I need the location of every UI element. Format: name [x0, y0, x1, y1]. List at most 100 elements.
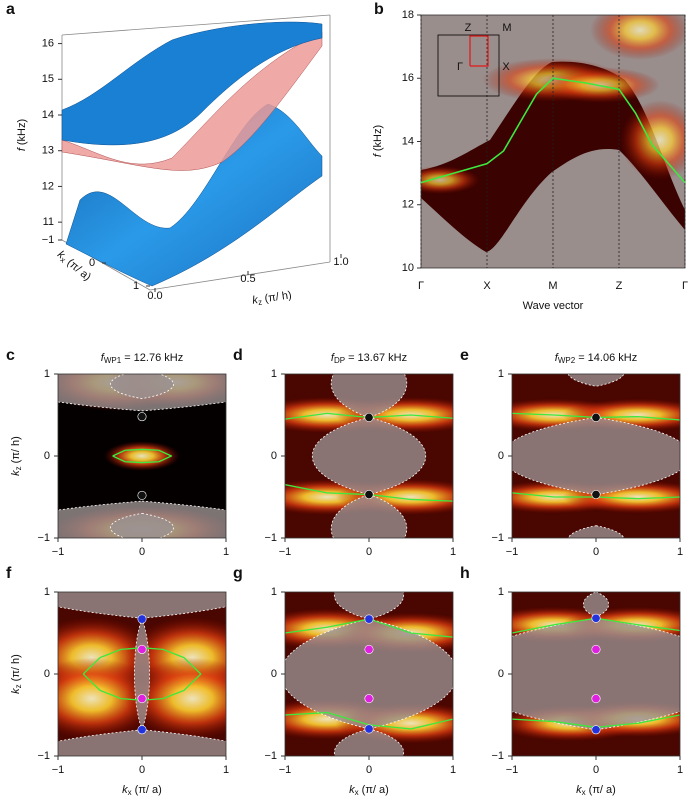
- x-axis-label-symbol: k: [349, 784, 355, 796]
- panel-label: c: [6, 347, 15, 364]
- x-axis-label-subscript: x: [582, 788, 586, 797]
- panel-label: g: [233, 565, 243, 582]
- panel-label: a: [6, 1, 15, 18]
- y-tick-label: 1: [271, 368, 277, 380]
- y-axis-label-symbol: k: [252, 294, 260, 307]
- x-axis-label-symbol: k: [122, 784, 128, 796]
- node-point: [364, 490, 374, 500]
- x-tick-label: 0: [366, 546, 372, 558]
- node-point: [591, 490, 601, 500]
- x-tick-label: 1: [450, 546, 456, 558]
- gray-region: [567, 525, 625, 538]
- y-tick-label: −1: [491, 750, 504, 762]
- gray-region: [330, 494, 408, 538]
- x-tick-label: −1: [52, 546, 65, 558]
- panel-title-subscript: DP: [334, 356, 345, 365]
- x-axis-label: kx(π/ a): [349, 784, 389, 797]
- y-tick-label: 0.5: [240, 273, 255, 285]
- x-tick-label: 0: [89, 257, 95, 269]
- x-tick-label: 0: [593, 546, 599, 558]
- x-axis-label-subscript: x: [128, 788, 132, 797]
- node-point: [364, 694, 374, 704]
- y-tick-label: 1: [44, 368, 50, 380]
- y-tick-label: −1: [264, 532, 277, 544]
- intensity-blob: [104, 441, 180, 471]
- panel-title-symbol: f: [555, 352, 559, 364]
- y-tick-label: −1: [491, 532, 504, 544]
- heatmap: [512, 592, 680, 756]
- z-tick-label: 12: [42, 180, 54, 192]
- gray-region: [285, 618, 453, 730]
- box-edge: [149, 261, 331, 291]
- node-point: [591, 412, 601, 422]
- y-tick-label: 0.0: [147, 290, 162, 302]
- panel-title: fWP2 = 14.06 kHz: [555, 352, 637, 365]
- x-axis-label-subscript: x: [355, 788, 359, 797]
- node-point: [364, 412, 374, 422]
- x-tick-label: 0: [593, 764, 599, 776]
- green-line: [112, 448, 173, 464]
- node-point: [591, 644, 601, 654]
- x-tick-label: Γ: [418, 280, 424, 292]
- panel-title-subscript: WP1: [104, 356, 122, 365]
- x-axis-label-symbol: k: [576, 784, 582, 796]
- x-tick-label: Γ: [682, 280, 688, 292]
- inset-label: Γ: [457, 61, 463, 73]
- y-tick-label: 14: [402, 135, 414, 147]
- panel-title-subscript: WP2: [558, 356, 576, 365]
- heatmap: [58, 592, 226, 756]
- y-axis-label-text: (π/ h): [10, 654, 22, 681]
- x-axis-label-text: (π/ a): [362, 784, 389, 796]
- gray-region: [330, 374, 408, 418]
- upper-surface: [61, 21, 323, 146]
- intensity-blob: [620, 100, 685, 180]
- y-axis-label-text: (π/ h): [10, 436, 22, 463]
- panel-title-text: = 12.76 kHz: [124, 352, 183, 364]
- x-tick-label: Z: [616, 280, 623, 292]
- inset-label: X: [502, 61, 510, 73]
- y-tick-label: 16: [402, 72, 414, 84]
- panel-title-symbol: f: [101, 352, 105, 364]
- node-point: [364, 724, 374, 734]
- z-tick-label: 16: [42, 37, 54, 49]
- panel-title: fDP = 13.67 kHz: [331, 352, 407, 365]
- x-tick-label: −1: [42, 234, 55, 246]
- x-tick-label: 0: [139, 546, 145, 558]
- z-axis-label: f (kHz): [16, 119, 28, 151]
- intensity-blob: [58, 657, 159, 740]
- x-tick-label: 0: [139, 764, 145, 776]
- y-axis-label: kz(π/ h): [252, 289, 293, 308]
- y-axis-label-text: (π/ h): [264, 289, 293, 305]
- node-point: [137, 644, 147, 654]
- panel-label: f: [6, 565, 12, 582]
- x-axis-label-subscript: x: [58, 255, 67, 264]
- y-tick-label: 0: [271, 668, 277, 680]
- z-axis-label-text: (kHz): [16, 119, 28, 145]
- middle-surface: [61, 31, 323, 171]
- heatmap: [58, 374, 226, 538]
- y-tick-label: 10: [402, 262, 414, 274]
- gray-region: [512, 617, 680, 731]
- y-tick-label: 0: [498, 450, 504, 462]
- inset-label: Z: [465, 22, 472, 34]
- x-axis-label: kx(π/ a): [122, 784, 162, 797]
- panel-title-text: = 14.06 kHz: [578, 352, 637, 364]
- y-axis-label: kz(π/ h): [10, 654, 23, 694]
- x-tick-label: X: [483, 280, 491, 292]
- panel-label: e: [460, 347, 469, 364]
- y-axis-label-subscript: z: [14, 684, 23, 688]
- y-tick-label: 12: [402, 199, 414, 211]
- y-axis-label: f (kHz): [372, 125, 384, 157]
- node-point: [364, 644, 374, 654]
- panel-label: d: [233, 347, 243, 364]
- band-line: [420, 77, 686, 184]
- node-point: [137, 614, 147, 624]
- node-point: [137, 725, 147, 735]
- y-axis-label: kz(π/ h): [10, 436, 23, 476]
- box-edge: [61, 14, 331, 36]
- y-tick-label: 0: [498, 668, 504, 680]
- node-point: [137, 490, 147, 500]
- node-point: [137, 412, 147, 422]
- panel-label: h: [460, 565, 470, 582]
